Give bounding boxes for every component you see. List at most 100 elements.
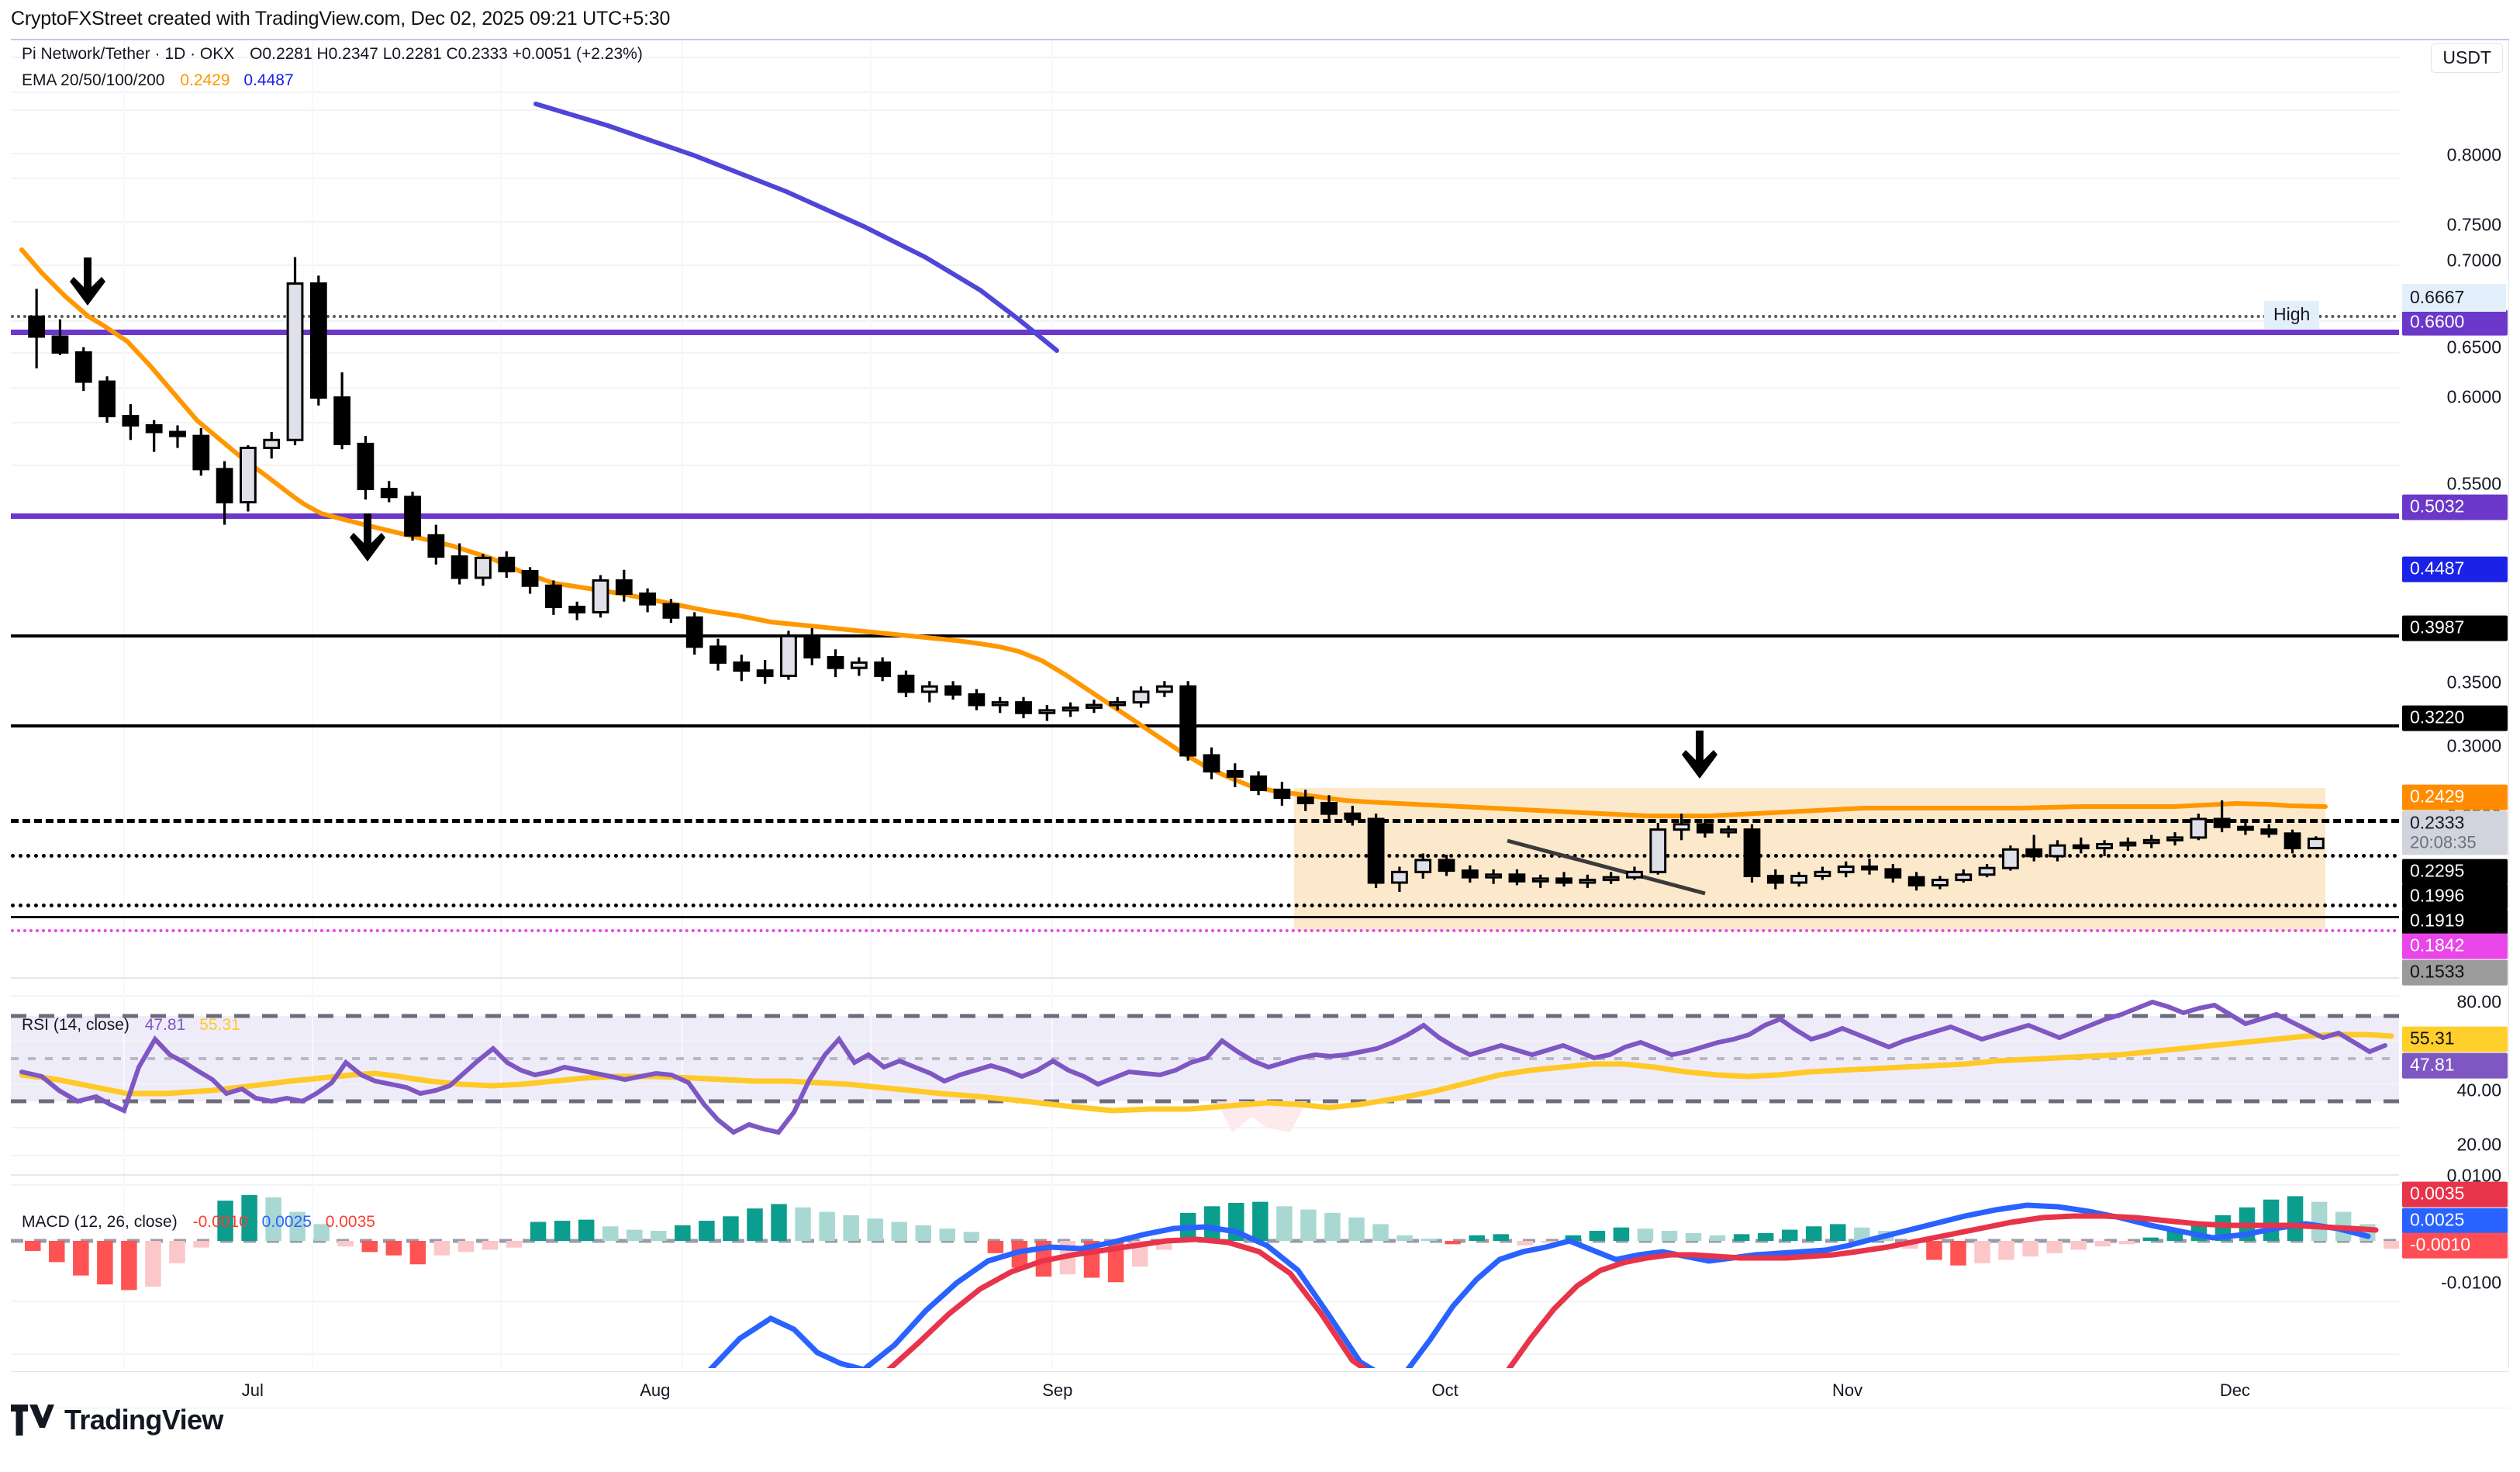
axis-last-price-countdown-pill: 0.2333 20:08:35 — [2402, 810, 2508, 855]
axis-tick-0.3500: 0.3500 — [2446, 672, 2501, 693]
pane-separator-1[interactable] — [11, 977, 2509, 979]
macd-histogram-bar — [843, 1215, 859, 1241]
macd-histogram-bar — [1396, 1235, 1413, 1241]
candle — [1273, 782, 1291, 806]
macd-histogram-bar — [193, 1241, 209, 1248]
time-axis[interactable]: Jul Aug Sep Oct Nov Dec — [11, 1371, 2509, 1408]
rsi-axis-pill-47.81: 47.81 — [2402, 1052, 2508, 1079]
candle — [1109, 696, 1127, 710]
rsi-axis-tick-20.00: 20.00 — [2456, 1134, 2501, 1155]
macd-histogram-bar — [747, 1208, 763, 1241]
symbol-legend[interactable]: Pi Network/Tether · 1D · OKX O0.2281 H0.… — [22, 45, 643, 64]
arrow-down-icon-1 — [70, 257, 105, 306]
candle — [1015, 696, 1032, 719]
candle — [592, 575, 609, 618]
macd-histogram-bar — [651, 1231, 667, 1241]
macd-legend[interactable]: MACD (12, 26, close) -0.0010 0.0025 0.00… — [22, 1213, 375, 1232]
candle — [1814, 866, 1831, 880]
candle — [662, 599, 680, 624]
macd-histogram-bar — [963, 1232, 980, 1241]
macd-histogram-bar — [1830, 1224, 1846, 1241]
candle — [333, 372, 351, 450]
candle — [1320, 795, 1338, 819]
ema-20-value: 0.2429 — [180, 71, 230, 89]
time-tick-Oct: Oct — [1431, 1380, 1458, 1400]
axis-tick-0.5500: 0.5500 — [2446, 473, 2501, 494]
candle — [1485, 869, 1503, 884]
macd-histogram-bar — [2094, 1241, 2111, 1247]
candle — [1203, 747, 1220, 779]
rsi-legend[interactable]: RSI (14, close) 47.81 55.31 — [22, 1016, 240, 1035]
axis-price-pill-0.1533: 0.1533 — [2402, 959, 2508, 986]
symbol-title: Pi Network/Tether · 1D · OKX — [22, 45, 235, 63]
macd-histogram-bar — [2263, 1199, 2280, 1241]
candle — [1367, 814, 1385, 888]
candle — [733, 655, 751, 682]
candle — [1344, 805, 1362, 826]
macd-histogram-bar — [1974, 1241, 1990, 1263]
macd-histogram-bar — [1757, 1232, 1774, 1241]
tradingview-logo-text: TradingView — [64, 1404, 223, 1436]
macd-histogram-bar — [1733, 1234, 1750, 1241]
value-axis[interactable]: USDT 0.8000 0.7500 0.7000 0.6500 0.6000 0.550… — [2399, 40, 2509, 1368]
macd-histogram-bar — [1781, 1229, 1798, 1241]
high-marker-tag: High — [2264, 301, 2320, 329]
candle — [803, 627, 821, 665]
candle — [1626, 866, 1643, 880]
candle — [1766, 869, 1784, 890]
macd-canvas — [11, 1177, 2399, 1368]
close-level-dashed-line — [11, 819, 2399, 823]
candle — [874, 657, 892, 682]
macd-histogram-bar — [433, 1241, 450, 1256]
macd-histogram-bar — [2384, 1241, 2399, 1249]
candle — [920, 681, 938, 703]
candle — [357, 436, 375, 500]
macd-histogram-bar — [361, 1241, 378, 1253]
candle — [1296, 790, 1314, 811]
axis-tick-0.6500: 0.6500 — [2446, 337, 2501, 358]
macd-histogram-bar — [1854, 1227, 1870, 1241]
macd-histogram-bar — [506, 1241, 523, 1248]
macd-histogram-bar — [97, 1241, 113, 1285]
macd-histogram-bar — [723, 1216, 739, 1241]
candle — [2284, 829, 2301, 854]
macd-histogram-bar — [1541, 1241, 1558, 1243]
axis-price-pill-0.1919: 0.1919 — [2402, 908, 2508, 935]
macd-histogram-bar — [1637, 1228, 1654, 1241]
macd-histogram-bar — [2046, 1241, 2063, 1253]
macd-histogram-bar — [1806, 1226, 1822, 1241]
macd-histogram-bar — [891, 1221, 907, 1241]
macd-histogram-bar — [337, 1241, 354, 1247]
axis-right-edge — [2508, 40, 2509, 1368]
macd-histogram-bar — [217, 1201, 233, 1241]
candle — [2096, 840, 2113, 856]
ema-legend[interactable]: EMA 20/50/100/200 0.2429 0.4487 — [22, 71, 294, 90]
macd-legend-label: MACD (12, 26, close) — [22, 1213, 178, 1231]
axis-price-pill-0.2429: 0.2429 — [2402, 784, 2508, 810]
macd-axis-tick--0.0100: -0.0100 — [2440, 1272, 2501, 1293]
candle — [991, 696, 1009, 714]
candle — [2072, 837, 2090, 854]
price-pane[interactable]: Pi Network/Tether · 1D · OKX O0.2281 H0.… — [11, 40, 2399, 977]
macd-histogram-bar — [482, 1241, 499, 1250]
candle — [2260, 824, 2278, 838]
candle — [380, 481, 398, 503]
macd-histogram-bar — [169, 1241, 185, 1263]
currency-chip[interactable]: USDT — [2431, 43, 2503, 73]
macd-axis-pill--0.0010: -0.0010 — [2402, 1232, 2508, 1259]
rsi-pane[interactable]: RSI (14, close) 47.81 55.31 — [11, 980, 2399, 1174]
candle — [1673, 814, 1690, 841]
macd-pane[interactable]: MACD (12, 26, close) -0.0010 0.0025 0.00… — [11, 1177, 2399, 1368]
macd-histogram-bar — [795, 1207, 811, 1241]
candle — [1907, 872, 1925, 891]
tradingview-logo[interactable]: TradingView — [11, 1404, 223, 1436]
candle — [1391, 866, 1408, 892]
macd-histogram-bar — [1685, 1232, 1702, 1241]
candle — [28, 289, 46, 368]
pane-separator-2[interactable] — [11, 1174, 2509, 1176]
ema20-orange-line — [19, 247, 2328, 818]
macd-histogram-bar — [1204, 1206, 1220, 1241]
symbol-ohlc: O0.2281 H0.2347 L0.2281 C0.2333 +0.0051 … — [250, 45, 643, 63]
candle — [897, 670, 915, 697]
